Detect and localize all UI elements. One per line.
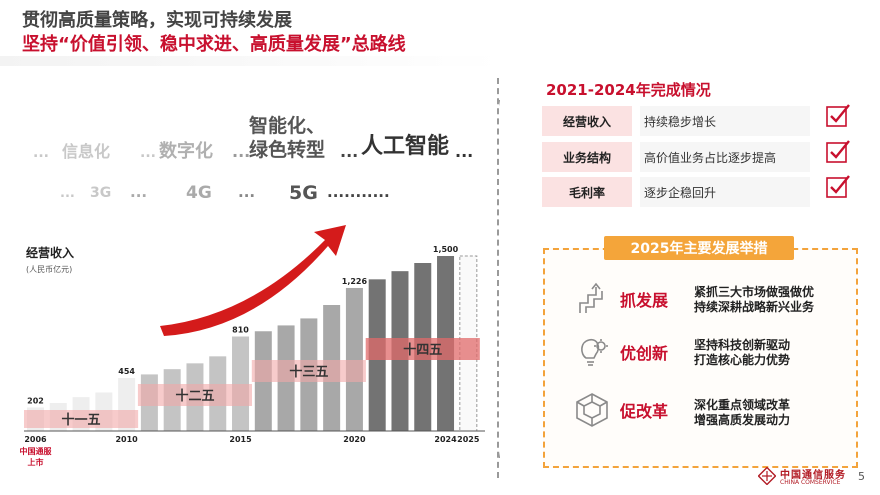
result-desc-structure: 高价值业务占比逐步提高 — [640, 142, 810, 172]
x-tick-label: 2024 — [434, 435, 457, 444]
plan-line: 增强高质发展动力 — [694, 413, 791, 427]
tech-stage-label: ... — [130, 183, 147, 201]
period-band — [365, 338, 480, 360]
period-label: 十一五 — [62, 412, 101, 428]
data-label: 1,226 — [342, 277, 368, 286]
data-label: 454 — [118, 367, 135, 376]
data-label: 810 — [232, 326, 249, 335]
tech-stage-label: 数字化 — [159, 140, 213, 162]
period-band — [24, 410, 139, 428]
revenue-chart: ... 信息化... 数字化 ...智能化、绿色转型... 人工智能... ... 3G.… — [20, 100, 500, 467]
result-label-margin: 毛利率 — [542, 177, 632, 207]
tech-stage-label: 人工智能 — [361, 133, 449, 159]
logo-text-cn: 中国通信服务 — [780, 470, 846, 481]
tech-stage-label: 信息化 — [62, 142, 110, 161]
lightbulb-gear-icon — [574, 334, 610, 370]
checkbox-checked-icon — [825, 173, 851, 199]
plan-line: 紧抓三大市场做强做优 — [694, 285, 815, 299]
tech-stage-label: 3G — [90, 185, 111, 201]
ladder-arrow-icon — [574, 281, 610, 317]
x-tick-label: 2020 — [343, 435, 366, 444]
data-labels: 202 454 810 1,226 1,500 — [27, 245, 458, 405]
tech-stage-label: ... — [33, 145, 49, 161]
growth-arrow-icon — [160, 225, 346, 336]
cube-icon — [574, 392, 610, 428]
x-tick-label: 2010 — [115, 435, 138, 444]
tech-stage-label: ........... — [327, 183, 390, 201]
tech-stage-label: ... — [140, 145, 156, 161]
results-title: 2021-2024年完成情况 — [546, 81, 711, 99]
period-bands: 十一五 十二五 十三五 十四五 — [24, 338, 480, 428]
tech-stage-label: ... — [455, 142, 473, 161]
tech-stage-label: ... — [340, 142, 358, 161]
result-label-revenue: 经营收入 — [542, 106, 632, 136]
result-desc-revenue: 持续稳步增长 — [640, 106, 810, 136]
plan-line: 打造核心能力优势 — [694, 353, 791, 367]
logo-text-en: CHINA COMSERVICE — [780, 479, 841, 486]
footnote-line: 上市 — [28, 457, 44, 467]
x-tick-label: 2006 — [24, 435, 47, 444]
arrow-shape — [160, 225, 346, 336]
x-tick-label: 2015 — [229, 435, 252, 444]
data-label: 1,500 — [433, 245, 459, 254]
tech-stage-label: 4G — [186, 183, 212, 203]
plan-name-innovate: 优创新 — [620, 344, 669, 363]
plan-name-reform: 促改革 — [620, 402, 669, 421]
tech-stage-label: ... — [60, 186, 75, 201]
tech-stage-label: 5G — [289, 182, 318, 204]
header-title: 贯彻高质量策略，实现可持续发展 — [22, 10, 292, 31]
checkbox-checked-icon — [825, 138, 851, 164]
footnote-line: 中国通服 — [20, 446, 53, 456]
tech-stage-label: 绿色转型 — [249, 138, 325, 161]
plan-line: 深化重点领域改革 — [694, 398, 791, 412]
page-number: 5 — [858, 470, 865, 483]
period-label: 十四五 — [403, 342, 442, 358]
period-band — [251, 360, 366, 382]
plans-title: 2025年主要发展举措 — [604, 236, 794, 260]
plan-line: 坚持科技创新驱动 — [694, 338, 791, 352]
tech-stage-label: ... — [238, 183, 255, 201]
x-tick-labels: 2006 2010 2015 2020 2024 2025 — [24, 435, 480, 444]
result-label-structure: 业务结构 — [542, 142, 632, 172]
bar — [345, 287, 363, 431]
tech-stage-label: ... — [232, 142, 250, 161]
checkbox-checked-icon — [825, 102, 851, 128]
chart-title: 经营收入 — [26, 245, 74, 260]
x-tick-label: 2025 — [457, 435, 480, 444]
header-shadow-divider — [0, 56, 500, 66]
header-subtitle: 坚持“价值引领、稳中求进、高质量发展”总路线 — [22, 34, 406, 55]
period-band — [137, 384, 253, 406]
company-logo-icon — [757, 466, 777, 486]
tech-stage-label: 智能化、 — [249, 114, 325, 137]
tech-stage-row-2: ... 3G... 4G... 5G........... — [60, 182, 390, 204]
dashed-divider — [497, 78, 499, 478]
plan-line: 持续深耕战略新兴业务 — [694, 300, 815, 314]
plan-name-develop: 抓发展 — [620, 291, 669, 310]
bar — [232, 336, 250, 431]
result-desc-margin: 逐步企稳回升 — [640, 177, 810, 207]
chart-unit: (人民币亿元) — [26, 264, 72, 274]
period-label: 十二五 — [175, 388, 214, 404]
period-label: 十三五 — [289, 364, 328, 380]
data-label: 202 — [27, 396, 44, 405]
tech-stage-row-1: ... 信息化... 数字化 ...智能化、绿色转型... 人工智能... — [33, 114, 473, 162]
